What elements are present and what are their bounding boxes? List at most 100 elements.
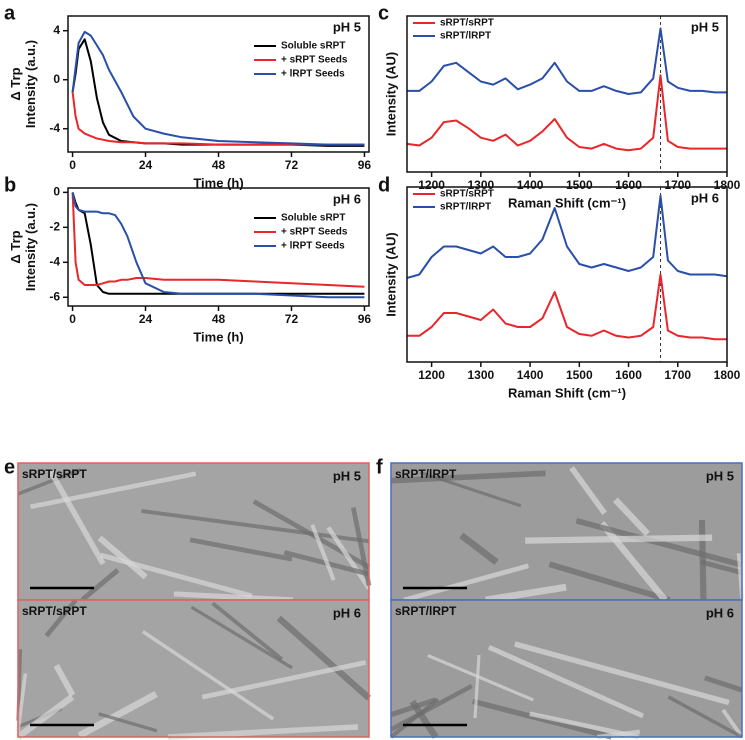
micrograph: sRPT/lRPT pH 6 bbox=[389, 599, 744, 740]
x-axis-label: Time (h) bbox=[193, 329, 243, 344]
fibril bbox=[80, 568, 120, 602]
legend-label: sRPT/sRPT bbox=[440, 18, 494, 29]
annotation: pH 6 bbox=[691, 190, 719, 205]
micrograph-label: sRPT/lRPT bbox=[395, 467, 457, 481]
fibril bbox=[403, 563, 530, 603]
fibril bbox=[16, 673, 28, 732]
y-tick-label: -4 bbox=[49, 121, 60, 135]
fibril bbox=[389, 684, 473, 732]
x-tick-label: 72 bbox=[285, 158, 299, 172]
fibril bbox=[141, 508, 370, 544]
y-tick-label: -2 bbox=[49, 220, 60, 234]
legend-label: Soluble sRPT bbox=[281, 41, 345, 52]
data-line bbox=[406, 194, 728, 279]
x-tick-label: 0 bbox=[69, 158, 76, 172]
fibril bbox=[211, 601, 284, 661]
data-line bbox=[406, 74, 727, 152]
micrograph-label: sRPT/sRPT bbox=[22, 467, 87, 481]
data-line bbox=[407, 273, 727, 341]
fibril bbox=[173, 591, 294, 603]
annotation: pH 5 bbox=[333, 19, 361, 34]
fibril bbox=[190, 605, 293, 670]
plot-frame bbox=[67, 187, 370, 307]
micrograph-label: sRPT/lRPT bbox=[395, 604, 457, 618]
y-axis-label: Intensity (a.u.) bbox=[23, 203, 38, 291]
x-tick-label: 1800 bbox=[714, 178, 741, 192]
x-tick-label: 1400 bbox=[517, 368, 544, 382]
fibril bbox=[472, 698, 613, 740]
panel-label: e bbox=[4, 456, 15, 478]
fibril bbox=[141, 630, 275, 721]
fibril bbox=[700, 559, 743, 576]
micrograph-label: sRPT/sRPT bbox=[22, 604, 87, 618]
fibril bbox=[596, 729, 641, 740]
data-line bbox=[71, 192, 365, 288]
legend-label: + lRPT Seeds bbox=[281, 69, 345, 80]
y-axis-label: Intensity (AU) bbox=[383, 52, 398, 137]
fibril bbox=[390, 697, 437, 718]
legend-label: + sRPT Seeds bbox=[281, 227, 348, 238]
micrograph-ph: pH 5 bbox=[706, 468, 734, 483]
data-line bbox=[71, 91, 365, 146]
y-tick-label: 0 bbox=[53, 185, 60, 199]
micrograph-ph: pH 6 bbox=[333, 605, 361, 620]
fibril bbox=[168, 724, 359, 740]
y-tick-label: 0 bbox=[53, 72, 60, 86]
x-tick-label: 1300 bbox=[467, 178, 494, 192]
x-axis-label: Time (h) bbox=[193, 175, 243, 190]
fibril bbox=[16, 694, 75, 740]
fibril bbox=[97, 535, 148, 580]
fibril bbox=[326, 526, 371, 590]
x-tick-label: 48 bbox=[212, 158, 226, 172]
plot-frame bbox=[406, 186, 728, 363]
micrograph-bg bbox=[391, 600, 742, 737]
micrograph-bg bbox=[391, 463, 742, 600]
x-tick-label: 1700 bbox=[664, 368, 691, 382]
x-tick-label: 1500 bbox=[566, 368, 593, 382]
micrograph-ph: pH 5 bbox=[333, 468, 361, 483]
x-tick-label: 1700 bbox=[664, 178, 691, 192]
fibril bbox=[721, 708, 744, 739]
legend-label: + sRPT Seeds bbox=[281, 55, 348, 66]
x-axis-label: Raman Shift (cm⁻¹) bbox=[508, 195, 626, 210]
panel-label: c bbox=[378, 2, 389, 24]
x-tick-label: 96 bbox=[358, 158, 372, 172]
fibril bbox=[575, 518, 743, 568]
y-axis-label: Intensity (AU) bbox=[383, 232, 398, 317]
micrograph-ph: pH 6 bbox=[706, 605, 734, 620]
x-tick-label: 1800 bbox=[714, 368, 741, 382]
x-tick-label: 0 bbox=[69, 312, 76, 326]
x-tick-label: 1400 bbox=[517, 178, 544, 192]
fibril bbox=[548, 561, 671, 603]
x-tick-label: 1300 bbox=[467, 368, 494, 382]
data-line bbox=[407, 27, 727, 95]
fibril bbox=[427, 654, 534, 702]
fibril bbox=[44, 598, 78, 638]
fibril bbox=[612, 497, 650, 537]
plot-frame bbox=[67, 15, 370, 153]
micrograph: sRPT/lRPT pH 5 bbox=[390, 462, 744, 604]
plot-frame bbox=[406, 15, 728, 173]
y-tick-label: -6 bbox=[49, 289, 60, 303]
legend-label: + lRPT Seeds bbox=[281, 241, 345, 252]
fibril bbox=[53, 664, 76, 697]
tile-border bbox=[17, 599, 370, 738]
x-tick-label: 96 bbox=[358, 312, 372, 326]
fibril bbox=[569, 466, 607, 515]
x-tick-label: 1200 bbox=[418, 178, 445, 192]
annotation: pH 6 bbox=[333, 191, 361, 206]
micrograph: sRPT/sRPT pH 5 bbox=[17, 462, 372, 603]
x-tick-label: 1600 bbox=[615, 368, 642, 382]
fibril bbox=[47, 468, 106, 566]
annotation: pH 5 bbox=[691, 19, 719, 34]
panel-label: f bbox=[376, 456, 383, 478]
fibril bbox=[30, 471, 197, 510]
y-tick-label: -4 bbox=[49, 254, 60, 268]
fibril bbox=[389, 697, 440, 739]
fibril bbox=[599, 521, 668, 603]
panel-label: d bbox=[378, 174, 390, 196]
fibril bbox=[189, 537, 293, 562]
x-tick-label: 1500 bbox=[566, 178, 593, 192]
y-tick-label: 4 bbox=[53, 23, 60, 37]
